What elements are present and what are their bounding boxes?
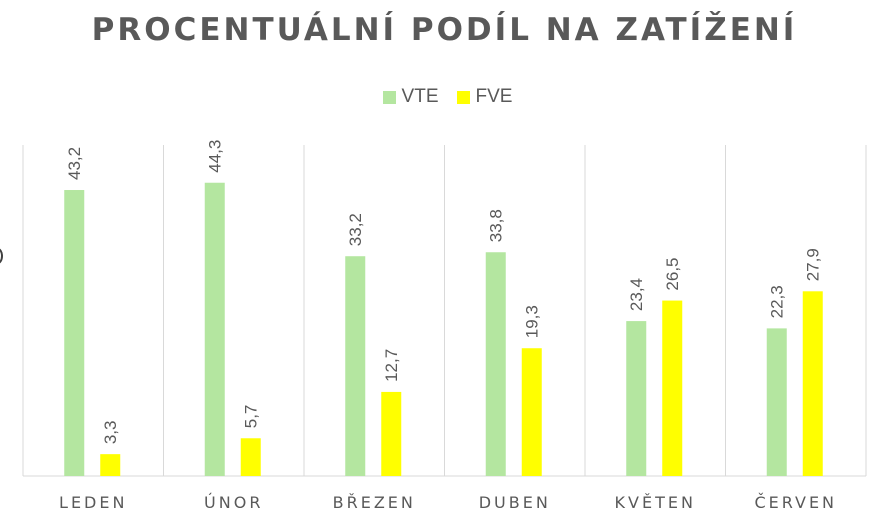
bar-vte-5 — [766, 328, 787, 476]
x-tick-label-2: BŘEZEN — [333, 493, 416, 512]
data-label-fve-1: 5,7 — [242, 405, 261, 429]
data-label-vte-4: 23,4 — [627, 278, 646, 311]
data-label-vte-1: 44,3 — [206, 140, 225, 173]
x-tick-label-0: LEDEN — [59, 493, 127, 512]
bar-vte-2 — [345, 256, 366, 476]
data-label-vte-2: 33,2 — [346, 213, 365, 246]
bar-vte-0 — [64, 190, 85, 477]
data-label-vte-5: 22,3 — [768, 285, 787, 318]
data-label-fve-2: 12,7 — [382, 349, 401, 382]
bar-fve-5 — [802, 291, 823, 476]
x-tick-label-3: DUBEN — [479, 493, 551, 512]
legend-label-vte: VTE — [401, 86, 439, 107]
bar-vte-3 — [485, 252, 506, 476]
bar-vte-1 — [204, 182, 225, 476]
x-tick-label-5: ČERVEN — [754, 493, 837, 512]
data-label-vte-0: 43,2 — [65, 147, 84, 180]
bar-fve-3 — [521, 348, 542, 476]
x-tick-label-1: ÚNOR — [204, 493, 263, 512]
legend-label-fve: FVE — [475, 86, 513, 107]
chart-title: PROCENTUÁLNÍ PODÍL NA ZATÍŽENÍ — [91, 12, 798, 48]
bar-fve-0 — [100, 454, 121, 476]
data-label-fve-5: 27,9 — [804, 248, 823, 281]
legend-swatch-vte — [382, 90, 396, 104]
data-label-vte-3: 33,8 — [487, 209, 506, 242]
data-label-fve-0: 3,3 — [101, 421, 120, 445]
data-label-fve-4: 26,5 — [663, 257, 682, 290]
legend-item-vte: VTE — [382, 86, 439, 108]
bar-fve-2 — [381, 391, 402, 476]
bar-fve-4 — [662, 300, 683, 476]
x-tick-label-4: KVĚTEN — [615, 493, 696, 512]
bar-vte-4 — [626, 321, 647, 476]
bar-fve-1 — [240, 438, 261, 476]
legend-item-fve: FVE — [456, 86, 513, 108]
legend: VTE FVE — [0, 86, 879, 108]
data-label-fve-3: 19,3 — [523, 305, 542, 338]
legend-swatch-fve — [456, 90, 470, 104]
